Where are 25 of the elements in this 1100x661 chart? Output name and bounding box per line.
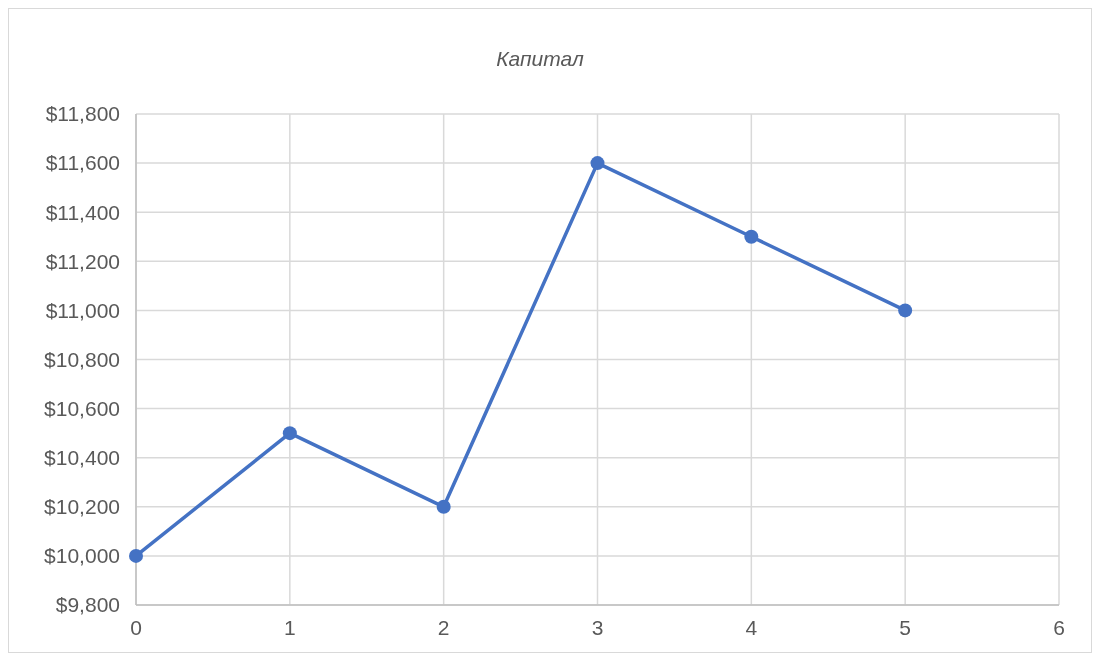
x-tick-label: 5: [899, 616, 912, 639]
y-tick-label: $9,800: [55, 593, 120, 617]
y-tick-label: $10,400: [44, 446, 120, 470]
x-tick-label: 3: [591, 616, 604, 639]
point: [590, 156, 605, 171]
y-tick-label: $11,800: [45, 102, 120, 126]
y-tick-label: $11,000: [45, 298, 120, 322]
x-tick-label: 1: [283, 616, 296, 639]
point: [436, 499, 451, 514]
y-tick-label: $10,000: [44, 544, 120, 568]
point: [282, 426, 297, 441]
point: [129, 548, 143, 563]
x-tick-label: 0: [130, 616, 142, 639]
x-tick-label: 4: [745, 616, 758, 639]
y-tick-label: $10,200: [44, 495, 120, 519]
point: [898, 303, 913, 318]
y-tick-label: $10,800: [44, 347, 120, 371]
y-tick-label: $11,400: [45, 200, 120, 224]
x-tick-label: 2: [437, 616, 450, 639]
point: [744, 229, 759, 244]
y-tick-label: $11,600: [45, 151, 120, 175]
y-tick-label: $10,600: [44, 396, 120, 420]
x-tick-label: 6: [1053, 616, 1065, 639]
chart-title: Капитал: [496, 47, 584, 70]
y-tick-label: $11,200: [45, 249, 120, 273]
